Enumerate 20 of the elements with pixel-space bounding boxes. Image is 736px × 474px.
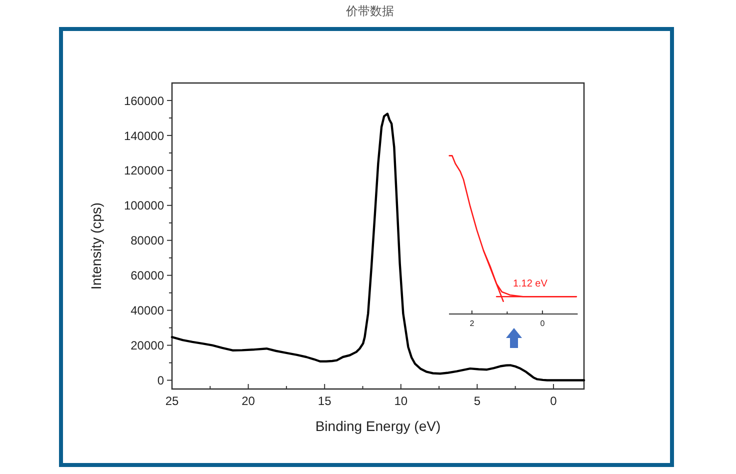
- y-tick-label: 40000: [130, 304, 164, 318]
- x-tick-label: 5: [474, 394, 481, 408]
- annotation: 1.12 eV: [512, 278, 548, 290]
- x-tick-label: 20: [242, 394, 256, 408]
- y-tick-label: 0: [157, 374, 164, 388]
- y-tick-label: 100000: [124, 198, 164, 213]
- x-tick-label: 10: [394, 394, 408, 408]
- y-axis-title: Intensity (cps): [88, 202, 104, 290]
- x-tick-label: 25: [165, 394, 179, 408]
- y-tick-label: 20000: [130, 338, 164, 353]
- y-tick-label: 80000: [130, 234, 164, 248]
- x-tick-label: 15: [318, 394, 332, 408]
- y-tick-label: 160000: [124, 94, 164, 108]
- x-axis-title: Binding Energy (eV): [315, 418, 441, 434]
- y-tick-label: 120000: [124, 164, 164, 178]
- x-tick-label: 0: [550, 394, 558, 408]
- y-tick-label: 60000: [130, 268, 164, 283]
- y-tick-label: 140000: [124, 128, 164, 143]
- chart-title: 价带数据: [345, 4, 394, 18]
- x-tick-label: 2: [470, 319, 475, 328]
